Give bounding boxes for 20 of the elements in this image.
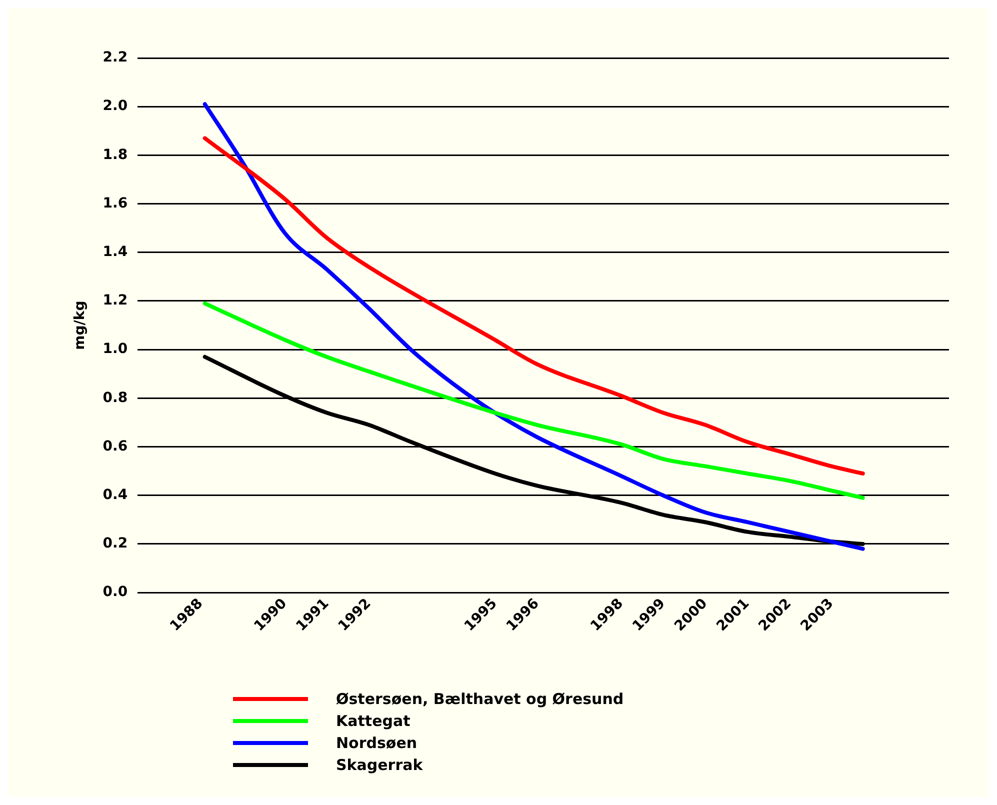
- y-axis-title: mg/kg: [72, 300, 88, 350]
- legend-label: Kattegat: [336, 712, 410, 730]
- y-tick-label: 0.2: [102, 536, 128, 552]
- y-tick-label: 0.8: [102, 390, 128, 406]
- legend-label: Østersøen, Bælthavet og Øresund: [336, 690, 624, 708]
- line-series: [202, 301, 865, 500]
- y-tick-label: 1.0: [102, 341, 128, 358]
- y-tick-label: 0.4: [102, 487, 128, 504]
- y-tick-label: 2.0: [102, 98, 128, 114]
- y-tick-label: 1.8: [102, 146, 128, 163]
- y-tick-label: 1.6: [102, 195, 128, 212]
- legend-label: Nordsøen: [336, 734, 418, 752]
- y-tick-label: 2.2: [102, 50, 128, 66]
- y-tick-label: 1.4: [102, 244, 128, 260]
- line-series: [202, 102, 865, 551]
- line-series: [202, 136, 865, 476]
- y-tick-label: 0.6: [102, 438, 128, 454]
- y-tick-label: 1.2: [102, 292, 128, 309]
- legend-label: Skagerrak: [336, 756, 423, 774]
- y-tick-label: 0.0: [102, 584, 128, 600]
